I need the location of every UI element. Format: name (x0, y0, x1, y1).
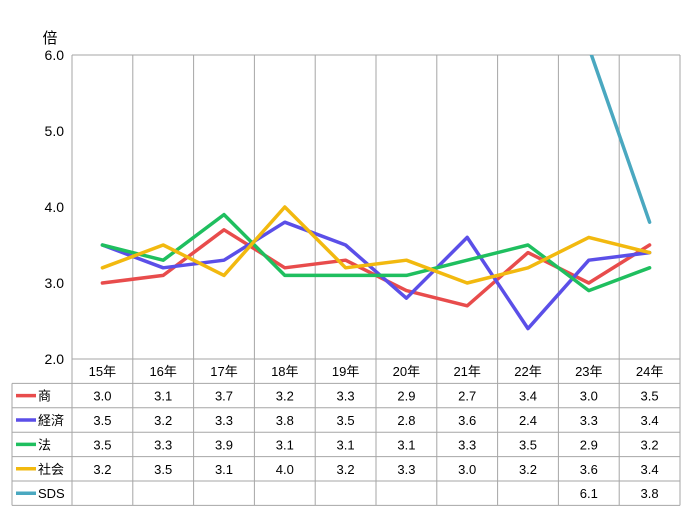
data-label: 2.8 (397, 413, 415, 428)
x-tick-label: 23年 (575, 364, 602, 379)
x-tick-label: 22年 (514, 364, 541, 379)
data-label: 3.1 (276, 437, 294, 452)
data-label: 3.8 (276, 413, 294, 428)
data-label: 3.2 (93, 462, 111, 477)
data-label: 3.8 (641, 486, 659, 501)
data-label: 3.3 (397, 462, 415, 477)
data-label: 2.9 (580, 437, 598, 452)
data-label: 3.1 (397, 437, 415, 452)
data-label: 3.4 (641, 413, 659, 428)
series-line (100, 205, 652, 285)
data-label: 3.2 (276, 389, 294, 404)
data-label: 3.6 (580, 462, 598, 477)
y-axis-unit: 倍 (42, 30, 57, 47)
data-label: 3.2 (519, 462, 537, 477)
data-label: 3.5 (93, 437, 111, 452)
data-label: 3.0 (93, 389, 111, 404)
x-tick-label: 18年 (271, 364, 298, 379)
data-label: 2.7 (458, 389, 476, 404)
data-label: 3.5 (93, 413, 111, 428)
series-lines (100, 55, 652, 331)
legend-label: 商 (38, 389, 51, 404)
data-label: 3.7 (215, 389, 233, 404)
y-tick-label: 5.0 (45, 123, 65, 139)
data-label: 3.0 (458, 462, 476, 477)
x-tick-label: 17年 (210, 364, 237, 379)
data-label: 3.3 (337, 389, 355, 404)
x-tick-label: 20年 (393, 364, 420, 379)
data-label: 3.1 (215, 462, 233, 477)
y-tick-label: 6.0 (45, 47, 65, 63)
data-label: 3.4 (641, 462, 659, 477)
x-tick-label: 24年 (636, 364, 663, 379)
data-label: 3.5 (154, 462, 172, 477)
y-tick-label: 2.0 (45, 351, 65, 367)
data-label: 3.5 (519, 437, 537, 452)
data-label: 3.1 (337, 437, 355, 452)
series-line (589, 55, 652, 224)
x-tick-label: 21年 (453, 364, 480, 379)
data-label: 3.5 (337, 413, 355, 428)
y-tick-label: 3.0 (45, 275, 65, 291)
data-label: 3.3 (154, 437, 172, 452)
x-tick-label: 19年 (332, 364, 359, 379)
grid (71, 54, 681, 359)
data-label: 6.1 (580, 486, 598, 501)
data-label: 2.9 (397, 389, 415, 404)
data-label: 3.6 (458, 413, 476, 428)
data-label: 3.1 (154, 389, 172, 404)
data-label: 4.0 (276, 462, 294, 477)
data-label: 3.5 (641, 389, 659, 404)
data-label: 3.2 (641, 437, 659, 452)
series-line (100, 220, 652, 331)
x-tick-label: 16年 (149, 364, 176, 379)
data-label: 2.4 (519, 413, 537, 428)
data-label: 3.9 (215, 437, 233, 452)
data-label: 3.2 (154, 413, 172, 428)
y-axis: 2.0 3.0 4.0 5.0 6.0倍 (42, 30, 64, 367)
legend-label: SDS (38, 486, 65, 501)
y-tick-label: 4.0 (45, 199, 65, 215)
legend-label: 経済 (38, 413, 64, 428)
data-label: 3.2 (337, 462, 355, 477)
data-label: 3.4 (519, 389, 537, 404)
data-label: 3.3 (458, 437, 476, 452)
series-line (100, 212, 652, 293)
data-label: 3.3 (215, 413, 233, 428)
legend-label: 社会 (38, 462, 64, 477)
legend-label: 法 (38, 437, 51, 452)
data-label: 3.0 (580, 389, 598, 404)
data-label: 3.3 (580, 413, 598, 428)
x-tick-label: 15年 (89, 364, 116, 379)
